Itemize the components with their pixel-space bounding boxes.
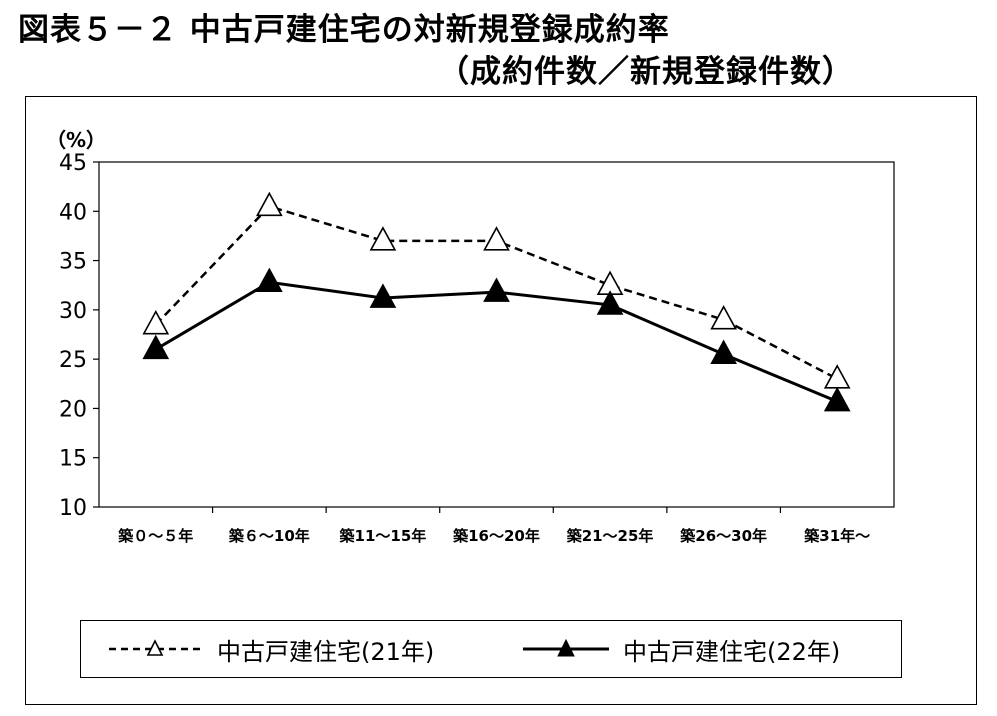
series-1-point-marker (485, 279, 509, 301)
legend-label-22: 中古戸建住宅(22年) (623, 632, 840, 667)
y-tick-label: 45 (59, 151, 87, 176)
series-1-point-marker (257, 269, 281, 291)
y-tick-label: 15 (59, 447, 87, 472)
legend: 中古戸建住宅(21年) 中古戸建住宅(22年) (80, 620, 902, 678)
x-tick-label: 築26～30年 (679, 527, 767, 545)
x-tick-label: 築31年～ (803, 527, 870, 545)
plot-area (99, 162, 894, 507)
x-tick-label: 築６～10年 (228, 527, 310, 545)
legend-swatch-dashed-triangle (105, 634, 205, 664)
legend-label-21: 中古戸建住宅(21年) (217, 632, 434, 667)
series-0-point-marker (144, 312, 168, 334)
legend-swatch-solid-triangle (521, 634, 611, 664)
series-1-point-marker (144, 336, 168, 358)
y-tick-label: 30 (59, 299, 87, 324)
y-unit-label: （%） (46, 128, 106, 152)
y-tick-label: 35 (59, 250, 87, 275)
series-1-point-marker (712, 341, 736, 363)
x-tick-label: 築11～15年 (339, 527, 427, 545)
series-0-point-marker (825, 366, 849, 388)
y-tick-label: 20 (59, 397, 87, 422)
series-0-point-marker (257, 193, 281, 215)
x-tick-label: 築０～５年 (117, 527, 193, 545)
legend-item-22: 中古戸建住宅(22年) (521, 621, 840, 677)
y-tick-label: 10 (59, 496, 87, 521)
series-0-point-marker (485, 228, 509, 250)
x-tick-label: 築21～25年 (566, 527, 654, 545)
y-tick-label: 25 (59, 348, 87, 373)
y-tick-label: 40 (59, 200, 87, 225)
legend-item-21: 中古戸建住宅(21年) (105, 621, 434, 677)
x-tick-label: 築16～20年 (452, 527, 540, 545)
